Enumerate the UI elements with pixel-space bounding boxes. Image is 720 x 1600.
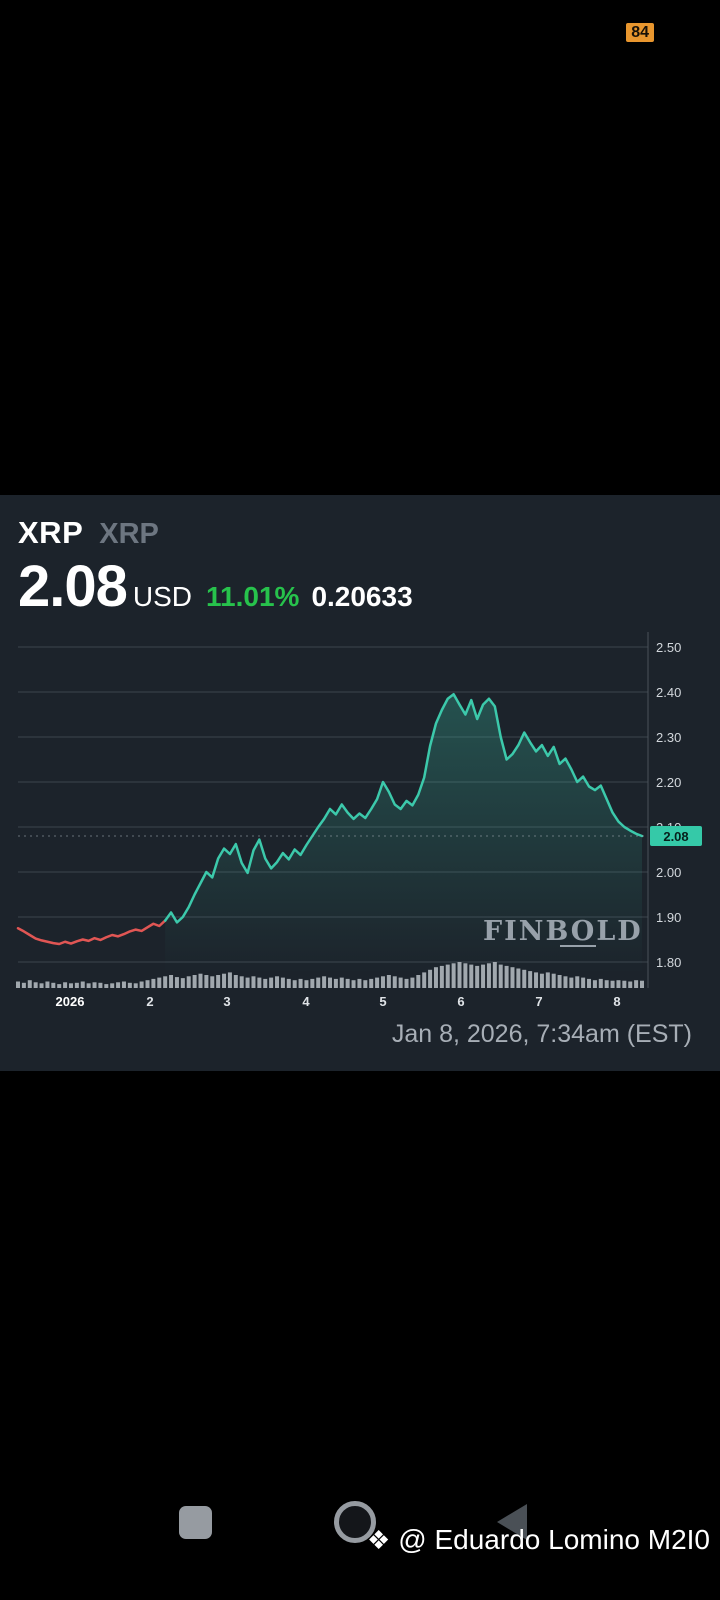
- back-triangle-icon[interactable]: [497, 1504, 527, 1540]
- svg-text:8: 8: [613, 994, 620, 1009]
- svg-text:1.80: 1.80: [656, 955, 681, 970]
- currency-label: USD: [132, 581, 193, 612]
- svg-text:2.40: 2.40: [656, 685, 681, 700]
- battery-badge: 84: [626, 23, 654, 42]
- ticker-row: XRP XRP: [0, 495, 720, 551]
- svg-text:FINBOLD: FINBOLD: [483, 916, 643, 947]
- svg-text:6: 6: [457, 994, 464, 1009]
- change-value: 0.20633: [311, 581, 413, 612]
- current-price: 2.08: [18, 554, 128, 619]
- quote-timestamp: Jan 8, 2026, 7:34am (EST): [391, 1020, 692, 1048]
- binance-diamond-icon: ❖: [366, 1525, 391, 1555]
- svg-text:2.08: 2.08: [663, 829, 688, 844]
- svg-text:4: 4: [302, 994, 310, 1009]
- price-chart[interactable]: 2.502.402.302.202.102.001.901.80FINBOLD2…: [0, 622, 720, 1014]
- home-circle-icon[interactable]: [334, 1501, 376, 1543]
- ticker-name: XRP: [18, 515, 84, 550]
- credit-watermark: ❖ @ Eduardo Lomino M2I0: [367, 1524, 710, 1556]
- svg-text:2.50: 2.50: [656, 640, 681, 655]
- svg-text:3: 3: [223, 994, 230, 1009]
- recents-square-icon[interactable]: [179, 1506, 212, 1539]
- svg-text:1.90: 1.90: [656, 910, 681, 925]
- price-row: 2.08 USD 11.01% 0.20633: [0, 551, 720, 620]
- credit-text: @ Eduardo Lomino M2I0: [398, 1524, 710, 1555]
- svg-text:2.00: 2.00: [656, 865, 681, 880]
- svg-text:5: 5: [379, 994, 386, 1009]
- svg-text:2.20: 2.20: [656, 775, 681, 790]
- ticker-symbol: XRP: [99, 518, 159, 550]
- svg-text:7: 7: [535, 994, 542, 1009]
- svg-text:2: 2: [146, 994, 153, 1009]
- svg-text:2026: 2026: [56, 994, 85, 1009]
- price-quote-card: XRP XRP 2.08 USD 11.01% 0.20633 2.50 2.40…: [0, 495, 720, 1071]
- svg-text:2.30: 2.30: [656, 730, 681, 745]
- change-percent: 11.01%: [206, 581, 300, 612]
